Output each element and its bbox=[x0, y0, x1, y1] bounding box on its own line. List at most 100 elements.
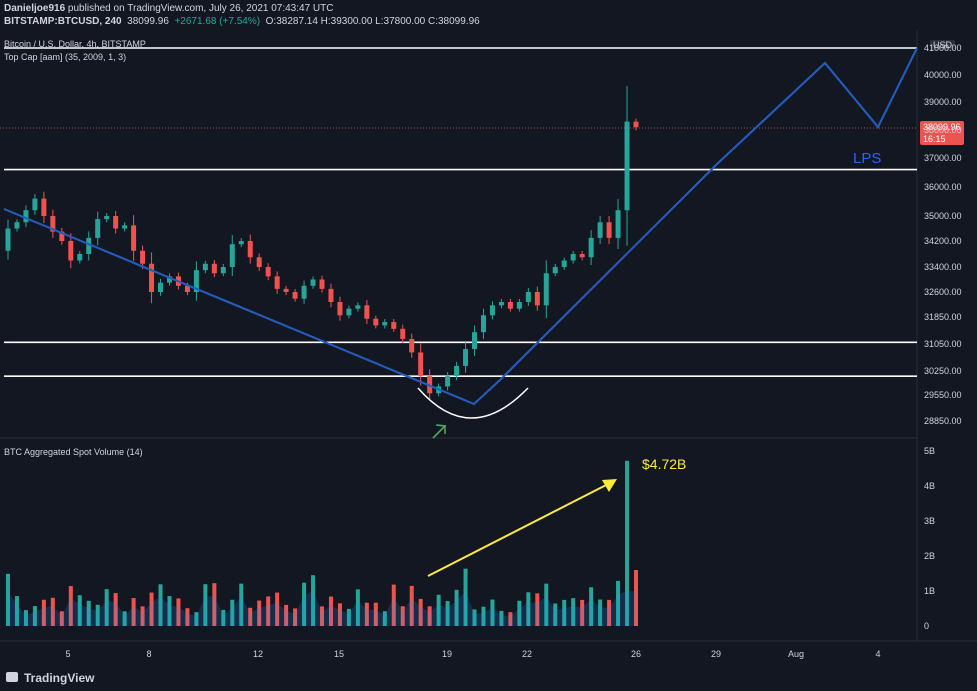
volume-bar bbox=[391, 584, 396, 626]
candle bbox=[489, 305, 495, 316]
candle bbox=[238, 241, 244, 245]
candle bbox=[624, 121, 630, 211]
volume-bars bbox=[6, 460, 638, 626]
volume-ma-area bbox=[8, 591, 636, 626]
volume-bar bbox=[50, 597, 55, 626]
volume-axis: 5B 4B 3B 2B 1B 0 bbox=[924, 446, 935, 631]
price-tick-label: 30250.00 bbox=[924, 366, 962, 376]
price-tick-label: 38000.00 bbox=[924, 125, 962, 135]
volume-bar bbox=[185, 608, 190, 626]
publish-line: Danieljoe916 published on TradingView.co… bbox=[4, 3, 333, 14]
time-tick-label: 22 bbox=[522, 649, 532, 659]
volume-tick-label: 1B bbox=[924, 586, 935, 596]
volume-bar bbox=[625, 460, 630, 626]
volume-bar bbox=[472, 609, 477, 626]
candle bbox=[256, 257, 262, 267]
candle bbox=[193, 270, 199, 292]
candle bbox=[247, 241, 253, 258]
candles bbox=[5, 86, 639, 401]
volume-bar bbox=[257, 600, 262, 626]
cup-arc[interactable] bbox=[417, 387, 529, 419]
candle bbox=[166, 276, 172, 283]
candle bbox=[480, 315, 486, 333]
price-tick-label: 33400.00 bbox=[924, 262, 962, 272]
volume-bar bbox=[14, 596, 19, 626]
price-tick-label: 35000.00 bbox=[924, 211, 962, 221]
volume-bar bbox=[266, 596, 271, 626]
volume-indicator-label: BTC Aggregated Spot Volume (14) bbox=[4, 447, 143, 457]
price-tick-label: 31850.00 bbox=[924, 312, 962, 322]
candle bbox=[516, 302, 522, 309]
volume-bar bbox=[517, 600, 522, 626]
volume-bar bbox=[194, 612, 199, 626]
volume-bar bbox=[302, 582, 307, 626]
candle bbox=[59, 231, 65, 241]
volume-bar bbox=[68, 586, 73, 626]
volume-bar bbox=[212, 583, 217, 626]
volume-bar bbox=[400, 606, 405, 626]
volume-bar bbox=[526, 592, 531, 626]
candle bbox=[41, 198, 47, 216]
candle bbox=[355, 305, 361, 309]
price-tick-label: 37000.00 bbox=[924, 153, 962, 163]
price-tick-label: 28850.00 bbox=[924, 416, 962, 426]
candle bbox=[77, 254, 83, 261]
price-tick-label: 34200.00 bbox=[924, 236, 962, 246]
price-change: +2671.68 (+7.54%) bbox=[174, 16, 261, 27]
volume-bar bbox=[607, 599, 612, 626]
candle bbox=[140, 250, 146, 264]
symbol-line: BITSTAMP:BTCUSD, 240 38099.96 +2671.68 (… bbox=[4, 16, 480, 27]
volume-bar bbox=[337, 603, 342, 626]
volume-bar bbox=[355, 589, 360, 626]
price-tick-label: 40000.00 bbox=[924, 70, 962, 80]
volume-bar bbox=[373, 602, 378, 626]
volume-bar bbox=[544, 583, 549, 626]
candle bbox=[149, 263, 155, 292]
candle bbox=[391, 322, 397, 329]
candle bbox=[283, 288, 289, 292]
volume-bar bbox=[580, 599, 585, 626]
candle bbox=[346, 308, 352, 316]
candle bbox=[23, 210, 29, 223]
volume-bar bbox=[508, 612, 513, 626]
candle bbox=[400, 328, 406, 339]
candle bbox=[86, 237, 92, 254]
candle bbox=[507, 302, 513, 309]
volume-bar bbox=[598, 599, 603, 626]
candle bbox=[184, 285, 190, 292]
volume-bar bbox=[589, 587, 594, 626]
volume-bar bbox=[131, 598, 136, 626]
last-price-tag: 38099.96 16:15 bbox=[920, 121, 964, 145]
volume-bar bbox=[86, 600, 91, 626]
candle bbox=[68, 241, 74, 261]
volume-bar bbox=[320, 606, 324, 626]
volume-bar bbox=[634, 570, 638, 626]
time-tick-label: 4 bbox=[875, 649, 880, 659]
bar-countdown: 16:15 bbox=[923, 134, 946, 144]
volume-bar bbox=[59, 611, 64, 626]
volume-bar bbox=[239, 583, 244, 626]
time-tick-label: 8 bbox=[146, 649, 151, 659]
time-axis: 5 8 12 15 19 22 26 29 Aug 4 bbox=[65, 649, 880, 659]
volume-bar bbox=[167, 596, 172, 626]
volume-bar bbox=[203, 584, 208, 626]
last-price: 38099.96 bbox=[127, 16, 169, 27]
candle bbox=[50, 216, 56, 232]
trend-line[interactable] bbox=[3, 47, 918, 406]
time-tick-label: Aug bbox=[788, 649, 804, 659]
time-tick-label: 19 bbox=[442, 649, 452, 659]
candle bbox=[229, 244, 235, 267]
price-tick-label: 31050.00 bbox=[924, 339, 962, 349]
candle bbox=[633, 121, 639, 128]
price-tick-label: 29550.00 bbox=[924, 390, 962, 400]
currency-button[interactable]: USD bbox=[930, 40, 956, 50]
logo-icon bbox=[6, 672, 18, 682]
volume-bar bbox=[95, 604, 100, 626]
volume-trend-arrow bbox=[427, 481, 613, 577]
candle bbox=[597, 222, 603, 238]
candle bbox=[202, 263, 208, 271]
candle bbox=[220, 267, 226, 274]
candle bbox=[32, 198, 38, 211]
candle bbox=[382, 322, 388, 326]
